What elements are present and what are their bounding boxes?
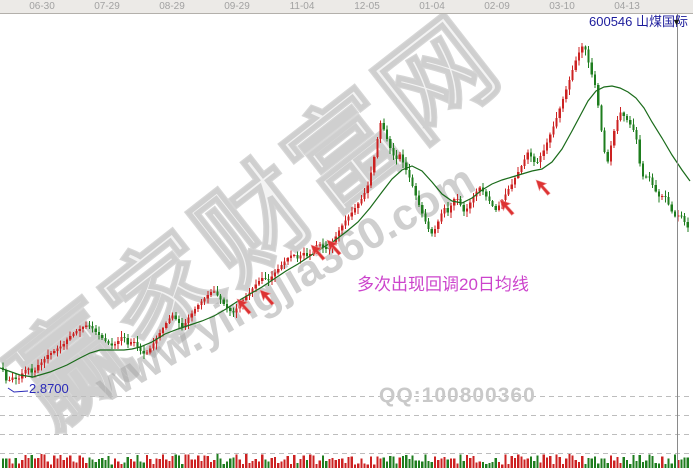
price-leader-line	[7, 387, 29, 393]
ma-pullback-annotation: 多次出现回调20日均线	[357, 275, 529, 294]
grid-lines	[0, 396, 693, 454]
axis-tick-label: 06-30	[29, 1, 55, 12]
pullback-arrow-icon	[499, 199, 515, 216]
axis-tick-label: 03-10	[549, 1, 575, 12]
pullback-arrow-icon	[259, 289, 275, 306]
dropdown-triangle-icon[interactable]: ▼	[672, 17, 681, 27]
axis-tick-label: 07-29	[94, 1, 120, 12]
axis-tick-label: 08-29	[159, 1, 185, 12]
pullback-arrow-icon	[236, 298, 252, 315]
axis-tick-label: 02-09	[484, 1, 510, 12]
qq-contact-text: QQ:100800360	[379, 384, 536, 407]
axis-tick-label: 01-04	[419, 1, 445, 12]
axis-tick-label: 04-13	[614, 1, 640, 12]
ma20-line	[0, 85, 691, 378]
stock-code-name: 600546 山煤国际	[589, 14, 688, 29]
candles-layer	[1, 43, 689, 385]
pullback-arrow-icon	[310, 244, 326, 261]
date-axis: 06-30 07-29 08-29 09-29 11-04 12-05 01-04 02-09…	[0, 0, 693, 14]
axis-tick-label: 12-05	[354, 1, 380, 12]
pullback-arrow-icon	[326, 239, 342, 256]
pullback-arrow-icon	[535, 179, 551, 196]
pullback-arrows	[236, 179, 551, 315]
axis-tick-label: 09-29	[224, 1, 250, 12]
low-price-label: 2.8700	[29, 381, 69, 396]
axis-tick-label: 11-04	[289, 1, 315, 12]
volume-bars	[1, 454, 689, 468]
